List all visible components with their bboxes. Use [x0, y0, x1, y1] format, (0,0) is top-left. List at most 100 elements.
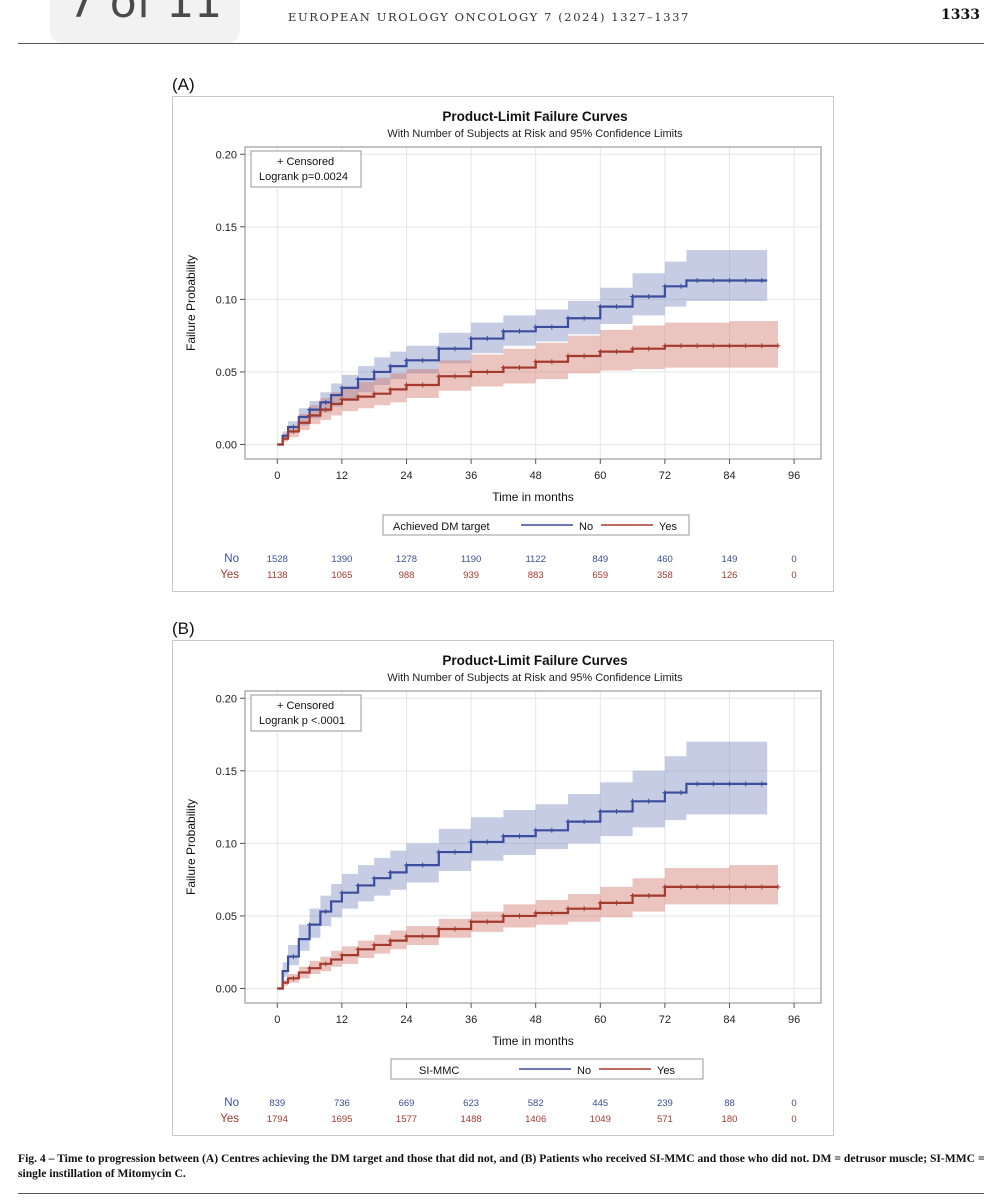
- at-risk-count: 939: [463, 570, 479, 581]
- x-tick-label: 72: [659, 1014, 671, 1026]
- censor-mark: [759, 343, 765, 349]
- logrank-label: Logrank p=0.0024: [259, 171, 348, 183]
- legend-title: Achieved DM target: [393, 521, 490, 533]
- at-risk-count: 1488: [461, 1114, 482, 1125]
- censor-mark: [420, 933, 426, 939]
- censor-mark: [759, 884, 765, 890]
- censor-mark: [597, 304, 603, 310]
- at-risk-count: 1390: [331, 554, 352, 565]
- censor-mark: [371, 875, 377, 881]
- censor-mark: [484, 336, 490, 342]
- page-number: 1333: [941, 7, 980, 23]
- at-risk-count: 1577: [396, 1114, 417, 1125]
- x-axis-label: Time in months: [492, 490, 574, 504]
- censor-mark: [452, 849, 458, 855]
- at-risk-row-label: No: [224, 1097, 239, 1109]
- legend-label-yes: Yes: [657, 1065, 675, 1077]
- censor-mark: [484, 919, 490, 925]
- x-tick-label: 96: [788, 470, 800, 482]
- censor-mark: [420, 862, 426, 868]
- censor-mark: [581, 315, 587, 321]
- censor-mark: [500, 913, 506, 919]
- at-risk-count: 623: [463, 1098, 479, 1109]
- x-tick-label: 60: [594, 1014, 606, 1026]
- failure-curve-chart-a: Product-Limit Failure Curves With Number …: [184, 109, 822, 581]
- censor-mark: [759, 278, 765, 284]
- logrank-inset: [250, 150, 362, 188]
- x-tick-label: 84: [723, 470, 735, 482]
- at-risk-count: 1695: [331, 1114, 352, 1125]
- legend-title: SI-MMC: [419, 1065, 459, 1077]
- censor-mark: [436, 373, 442, 379]
- y-tick-label: 0.05: [216, 911, 237, 923]
- censor-mark: [436, 926, 442, 932]
- censor-mark: [500, 365, 506, 371]
- censor-mark: [290, 424, 296, 430]
- censor-mark: [323, 399, 329, 405]
- censor-mark: [371, 942, 377, 948]
- y-tick-label: 0.15: [216, 766, 237, 778]
- censor-mark: [565, 819, 571, 825]
- censor-mark: [678, 343, 684, 349]
- censor-mark: [710, 781, 716, 787]
- y-axis-label: Failure Probability: [184, 799, 198, 895]
- censor-mark: [630, 346, 636, 352]
- at-risk-count: 571: [657, 1114, 673, 1125]
- y-tick-label: 0.00: [216, 983, 237, 995]
- plot-frame: [244, 146, 822, 460]
- censor-mark: [613, 304, 619, 310]
- x-tick-label: 24: [400, 1014, 412, 1026]
- censor-mark: [420, 357, 426, 363]
- logrank-label: Logrank p <.0001: [259, 715, 345, 727]
- at-risk-count: 1065: [331, 570, 352, 581]
- censor-mark: [323, 407, 329, 413]
- at-risk-count: 88: [724, 1098, 735, 1109]
- at-risk-count: 1794: [267, 1114, 288, 1125]
- at-risk-count: 1528: [267, 554, 288, 565]
- figure-panel-a: Product-Limit Failure Curves With Number …: [172, 96, 834, 592]
- x-tick-label: 60: [594, 470, 606, 482]
- at-risk-count: 126: [722, 570, 738, 581]
- censor-mark: [694, 884, 700, 890]
- at-risk-count: 1190: [461, 554, 481, 565]
- censor-mark: [646, 293, 652, 299]
- censor-mark: [403, 357, 409, 363]
- censor-mark: [694, 278, 700, 284]
- at-risk-count: 1049: [590, 1114, 611, 1125]
- censor-mark: [484, 369, 490, 375]
- at-risk-count: 988: [399, 570, 415, 581]
- y-tick-label: 0.05: [216, 367, 237, 379]
- censor-mark: [387, 363, 393, 369]
- censor-mark: [339, 952, 345, 958]
- confidence-band-no: [277, 741, 768, 989]
- legend-label-no: No: [579, 521, 593, 533]
- chart-title: Product-Limit Failure Curves: [442, 109, 627, 124]
- confidence-band-yes: [277, 321, 778, 445]
- censor-mark: [694, 343, 700, 349]
- y-tick-label: 0.15: [216, 222, 237, 234]
- censor-mark: [613, 808, 619, 814]
- at-risk-count: 358: [657, 570, 673, 581]
- at-risk-count: 839: [269, 1098, 285, 1109]
- censor-mark: [387, 938, 393, 944]
- censor-mark: [517, 328, 523, 334]
- x-tick-label: 0: [274, 470, 280, 482]
- censor-mark: [565, 315, 571, 321]
- y-tick-label: 0.10: [216, 838, 237, 850]
- at-risk-count: 582: [528, 1098, 544, 1109]
- censor-mark: [500, 833, 506, 839]
- censor-mark: [597, 808, 603, 814]
- at-risk-row-label: Yes: [220, 1113, 239, 1125]
- censor-mark: [403, 862, 409, 868]
- x-tick-label: 12: [336, 1014, 348, 1026]
- censor-mark: [646, 893, 652, 899]
- censor-mark: [403, 933, 409, 939]
- censor-mark: [646, 798, 652, 804]
- censor-mark: [662, 884, 668, 890]
- x-tick-label: 36: [465, 1014, 477, 1026]
- censor-mark: [581, 819, 587, 825]
- chart-subtitle: With Number of Subjects at Risk and 95% …: [387, 672, 683, 684]
- plot-frame: [244, 690, 822, 1004]
- at-risk-count: 1278: [396, 554, 417, 565]
- page-count-badge: 7 of 11: [50, 0, 240, 44]
